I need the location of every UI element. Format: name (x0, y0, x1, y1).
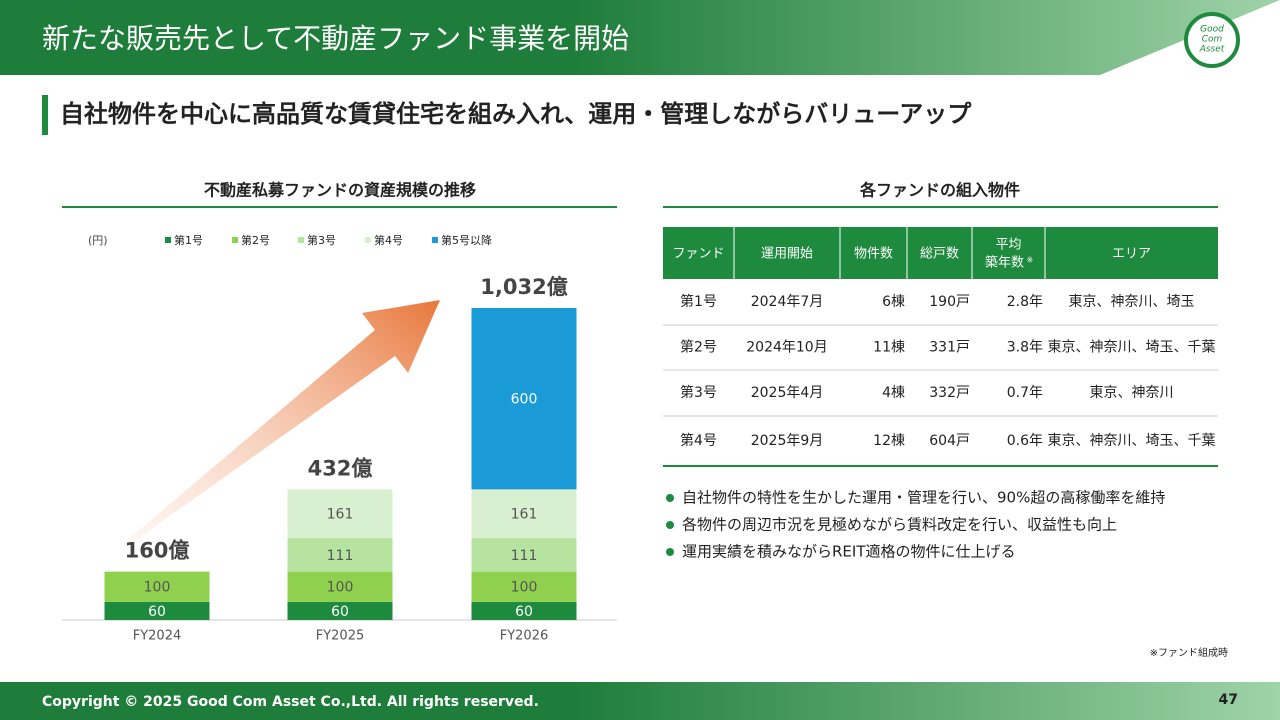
segment-label: 100 (144, 580, 171, 596)
table-cell: 0.7年 (1007, 385, 1043, 401)
legend-swatch (365, 237, 371, 243)
segment-label: 100 (511, 580, 538, 596)
page-number: 47 (1219, 692, 1238, 708)
subtitle: 自社物件を中心に高品質な賃貸住宅を組み入れ、運用・管理しながらバリューアップ (60, 100, 972, 128)
logo-mark (1184, 12, 1240, 68)
footer-band (0, 682, 1280, 720)
table-cell: 東京、神奈川、埼玉 (1069, 294, 1195, 310)
bar-segment (471, 538, 577, 572)
table-cell: 第2号 (680, 339, 717, 356)
segment-label: 60 (331, 604, 349, 620)
table-header (663, 227, 1218, 279)
bullet-dot (666, 548, 674, 556)
segment-label: 161 (327, 507, 354, 523)
bar-segment (287, 571, 393, 602)
segment-label: 161 (511, 507, 538, 523)
bullet-dot (666, 521, 674, 529)
table-cell: 2025年9月 (751, 433, 824, 449)
growth-arrow (124, 300, 440, 547)
legend-label: 第4号 (374, 233, 403, 247)
table-cell: 332戸 (929, 385, 970, 401)
table-cell: 東京、神奈川、埼玉、千葉 (1048, 340, 1216, 356)
unit-label: (円) (88, 234, 108, 247)
bar-segment (287, 489, 393, 539)
bar-segment (104, 601, 210, 620)
table-cell: 190戸 (929, 294, 970, 310)
table-cell: 第3号 (680, 384, 717, 401)
table-cell: 0.6年 (1007, 433, 1043, 449)
bar-segment (104, 571, 210, 602)
segment-label: 60 (148, 604, 166, 620)
logo-text: Com (1202, 35, 1223, 45)
table-cell: 2024年10月 (746, 340, 827, 356)
header-cell: 築年数 (985, 256, 1024, 271)
total-label: 1,032億 (480, 275, 567, 299)
chart-title: 不動産私募ファンドの資産規模の推移 (204, 181, 476, 200)
header-cell: 平均 (995, 238, 1021, 253)
table-cell: 2.8年 (1007, 294, 1043, 310)
header-cell: エリア (1112, 247, 1151, 262)
header-cell: ファンド (672, 247, 724, 262)
note: ※ファンド組成時 (1150, 646, 1228, 659)
table-cell: 第1号 (680, 293, 717, 310)
legend-label: 第5号以降 (441, 233, 492, 247)
table-cell: 331戸 (929, 340, 970, 356)
table-cell: 第4号 (680, 432, 717, 449)
bullet-text: 運用実績を積みながらREIT適格の物件に仕上げる (682, 543, 1016, 561)
copyright: Copyright © 2025 Good Com Asset Co.,Ltd.… (42, 694, 539, 710)
legend-swatch (298, 237, 304, 243)
x-tick-label: FY2026 (500, 629, 549, 644)
header-cell: 物件数 (854, 247, 893, 262)
logo-text: Good (1200, 25, 1224, 35)
table-cell: 2025年4月 (751, 385, 824, 401)
table-cell: 12棟 (873, 433, 905, 449)
legend-label: 第3号 (307, 233, 336, 247)
bar-segment (287, 601, 393, 620)
table-cell: 6棟 (882, 294, 905, 310)
table-cell: 2024年7月 (751, 294, 824, 310)
total-label: 160億 (125, 539, 190, 563)
table-cell: 東京、神奈川、埼玉、千葉 (1048, 433, 1216, 449)
header-cell: 総戸数 (920, 247, 959, 262)
header-band (0, 0, 1280, 75)
segment-label: 60 (515, 604, 533, 620)
table-cell: 東京、神奈川 (1090, 385, 1174, 401)
x-tick-label: FY2025 (316, 629, 365, 644)
legend-label: 第2号 (241, 233, 270, 247)
bullet-dot (666, 494, 674, 502)
bar-segment (471, 489, 577, 539)
header-note-mark: ※ (1027, 256, 1034, 265)
logo-text: Asset (1199, 45, 1225, 55)
bar-segment (471, 601, 577, 620)
segment-label: 600 (511, 392, 538, 408)
page-title: 新たな販売先として不動産ファンド事業を開始 (42, 22, 629, 55)
bullet-text: 各物件の周辺市況を見極めながら賃料改定を行い、収益性も向上 (682, 516, 1117, 534)
bar-segment (471, 308, 577, 490)
legend-swatch (432, 237, 438, 243)
legend-swatch (165, 237, 171, 243)
table-cell: 3.8年 (1007, 340, 1043, 356)
table-cell: 4棟 (882, 385, 905, 401)
total-label: 432億 (308, 456, 373, 480)
header-cell: 運用開始 (761, 247, 813, 262)
bar-segment (287, 538, 393, 572)
table-title: 各ファンドの組入物件 (859, 181, 1020, 200)
x-tick-label: FY2024 (133, 629, 182, 644)
segment-label: 111 (327, 548, 354, 564)
subtitle-bar (42, 95, 48, 135)
segment-label: 100 (327, 580, 354, 596)
legend-label: 第1号 (174, 233, 203, 247)
bullet-text: 自社物件の特性を生かした運用・管理を行い、90%超の高稼働率を維持 (682, 489, 1165, 507)
table-cell: 604戸 (929, 433, 970, 449)
segment-label: 111 (511, 548, 538, 564)
table-cell: 11棟 (873, 340, 905, 356)
legend-swatch (232, 237, 238, 243)
bar-segment (471, 571, 577, 602)
